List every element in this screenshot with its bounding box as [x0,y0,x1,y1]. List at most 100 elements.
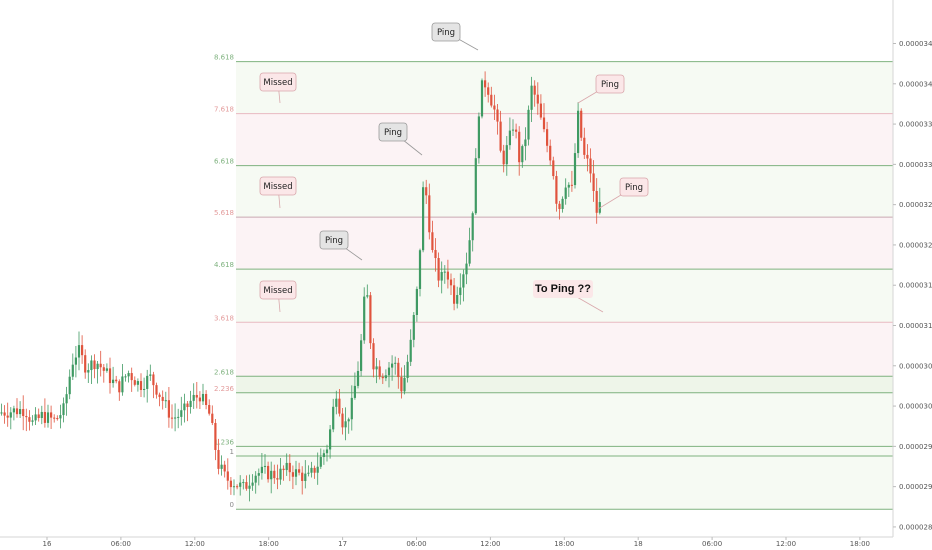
candle-body [301,472,304,481]
candle-body [298,469,301,473]
candle-body [350,397,353,420]
candle-body [422,187,425,251]
candle-body [366,295,369,297]
callout-box [259,72,297,92]
callout-label: Missed [263,286,292,296]
candle-body [267,465,270,480]
candle-body [149,374,152,376]
price-tick-label: 0.00003200 [899,241,932,249]
time-tick-label: 12:00 [185,540,205,548]
fib-label: 0 [230,501,234,509]
callout-label: Ping [437,28,455,38]
price-tick-label: 0.00002850 [899,523,932,531]
candle-body [338,398,341,414]
candle-body [214,422,217,450]
candle-body [536,94,539,104]
callout-box [533,280,593,298]
price-tick-label: 0.00003050 [899,362,932,370]
candle-body [198,397,201,402]
callout-ping: Ping [319,230,363,261]
candle-body [329,429,332,450]
time-tick-label: 18:00 [259,540,279,548]
fib-label: 8.618 [214,54,234,62]
candle-body [558,203,561,209]
fib-band [236,322,893,377]
candle-body [530,85,533,110]
candle-body [239,482,242,487]
candle-body [487,87,490,95]
candle-body [589,158,592,174]
candle-body [195,394,198,398]
candle-body [347,419,350,422]
candle-body [378,366,381,377]
candle-body [242,482,245,484]
fib-label: 1 [230,448,234,456]
candle-body [251,482,254,486]
candle-body [93,360,96,370]
fib-label: 5.618 [214,209,234,217]
fib-band [236,61,893,114]
callout-label: Missed [263,78,292,88]
candle-body [552,160,555,177]
candle-body [223,464,226,472]
fib-label: 1.236 [214,438,235,446]
candle-body [415,288,418,315]
fib-label: 3.618 [214,314,234,322]
candle-body [431,232,434,250]
candle-body [549,145,552,161]
candle-body [282,468,285,471]
candle-body [236,486,239,488]
callout-ping: Ping [577,74,625,104]
time-tick-label: 16 [43,540,52,548]
candle-body [124,376,127,378]
candle-body [391,363,394,368]
candle-body [434,249,437,259]
candle-body [291,472,294,477]
candle-body [583,137,586,155]
candle-body [34,414,37,421]
candle-body [81,345,84,356]
candle-body [515,129,518,132]
candle-body [112,379,115,384]
candle-body [170,417,174,419]
callout-missed: Missed [259,280,297,313]
candle-body [363,296,366,341]
candle-body [580,110,583,138]
candle-body [381,376,384,379]
candle-body [425,187,428,196]
candle-body [570,184,573,186]
callout-box [595,74,625,94]
fib-label: 6.618 [214,158,234,166]
candle-body [288,462,291,473]
candle-body [3,412,6,416]
candle-body [192,394,195,401]
candle-body [118,381,121,393]
candle-body [279,468,282,480]
callout-label: Missed [263,182,292,192]
candle-body [46,412,50,423]
candle-body [508,130,511,146]
candle-body [527,109,530,140]
candle-body [335,398,338,407]
candle-body [211,413,214,423]
candle-body [546,129,549,146]
callouts: Ping Missed Ping Missed Ping Missed Ping Ping To… [259,22,649,313]
time-tick-label: 06:00 [406,540,426,548]
candle-body [22,409,25,417]
candle-body [400,377,403,392]
candle-body [121,376,124,393]
candle-body [344,421,347,428]
candle-body [459,287,462,296]
candle-body [229,480,232,488]
candle-body [437,258,440,281]
candle-body [232,486,236,488]
fib-label: 2.618 [214,368,234,376]
price-axis[interactable]: 0.00002850 0.00002900 0.00002950 0.00003000… [893,40,932,531]
time-tick-label: 18:00 [850,540,870,548]
candle-body [31,420,34,422]
candle-body [62,403,65,416]
time-axis[interactable]: 16 06:00 12:00 18:00 17 06:00 12:00 18:00 18 06:0… [43,537,870,548]
fib-label: 2.236 [214,385,235,393]
candle-body [260,466,263,474]
